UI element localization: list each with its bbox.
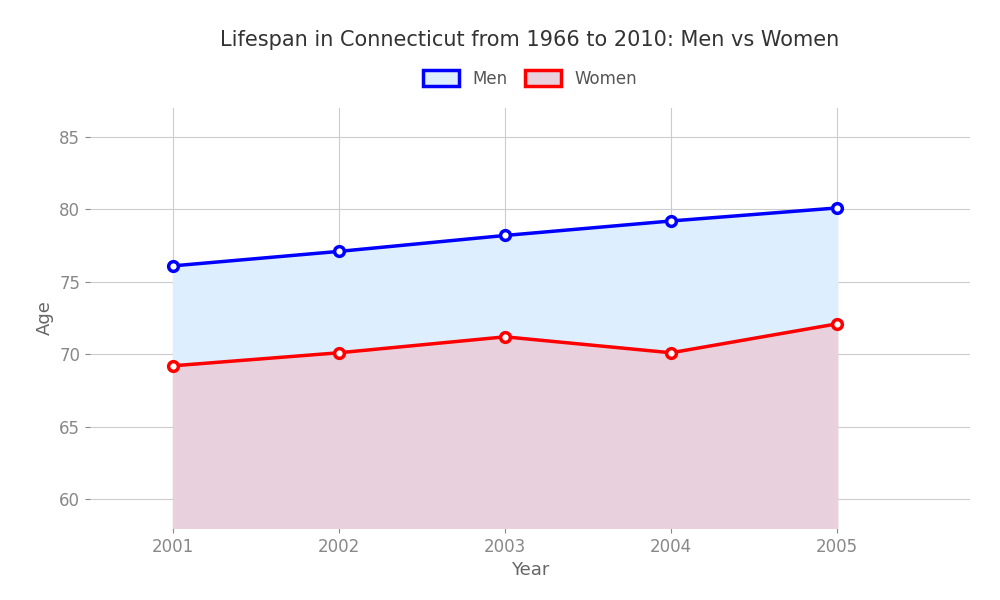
Y-axis label: Age: Age bbox=[36, 301, 54, 335]
Title: Lifespan in Connecticut from 1966 to 2010: Men vs Women: Lifespan in Connecticut from 1966 to 201… bbox=[220, 29, 840, 49]
X-axis label: Year: Year bbox=[511, 561, 549, 579]
Legend: Men, Women: Men, Women bbox=[414, 62, 646, 97]
